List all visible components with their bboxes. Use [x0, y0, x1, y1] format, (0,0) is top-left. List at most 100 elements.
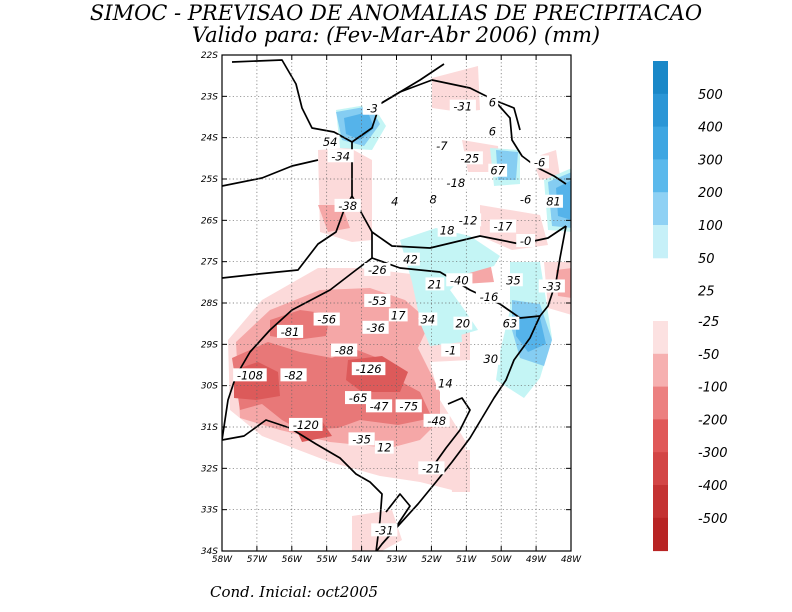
- contour-label: 67: [490, 164, 505, 178]
- border-lagoa-inner: [435, 397, 471, 463]
- contour-label: -25: [460, 151, 479, 165]
- contour-label: 6: [489, 96, 496, 110]
- border-sc-coast: [481, 225, 567, 419]
- contour-label-bg: [486, 124, 499, 138]
- contour-label: -21: [422, 461, 441, 475]
- colorbar-label-negative: -500: [698, 512, 728, 527]
- title-line-1: SIMOC - PREVISAO DE ANOMALIAS DE PRECIPI…: [90, 1, 702, 25]
- colorbar-segment-positive: [653, 61, 668, 95]
- colorbar-segment-negative: [653, 386, 668, 420]
- contour-label-bg: [331, 343, 358, 357]
- colorbar-segment-positive: [653, 93, 668, 128]
- lat-tick-label: 24S: [201, 134, 218, 144]
- colorbar-label-positive: 25: [698, 285, 715, 300]
- colorbar-segment-negative: [653, 419, 668, 453]
- lon-tick-label: 48W: [561, 555, 582, 565]
- contour-label: -108: [237, 368, 263, 382]
- colorbar-segment-positive: [653, 126, 668, 160]
- contour-label-bg: [530, 155, 549, 169]
- lat-tick-label: 31S: [201, 423, 218, 433]
- colorbar-legend: 500 400 300 200 100 50 25 -25 -50 -100 -200 -300 -40…: [653, 61, 728, 552]
- contour-label: 4: [391, 195, 398, 209]
- state-borders: [222, 59, 567, 551]
- lon-tick-label: 57W: [247, 555, 268, 565]
- shade-blue-nw: [344, 112, 374, 140]
- contour-label-bg: [389, 194, 401, 208]
- contour-label-bg: [348, 432, 375, 446]
- contour-label-bg: [425, 277, 445, 291]
- contour-label-bg: [365, 399, 393, 413]
- contour-label-bg: [345, 391, 372, 405]
- contour-label: -3: [366, 102, 377, 116]
- lat-tick-label: 26S: [201, 216, 218, 226]
- colorbar-label-negative: -50: [698, 348, 719, 363]
- contour-label: -38: [338, 199, 357, 213]
- contour-label: -120: [293, 418, 319, 432]
- contour-label-bg: [516, 192, 536, 206]
- contour-label: -82: [284, 368, 303, 382]
- contour-label-bg: [371, 523, 398, 537]
- contour-label: 81: [546, 195, 561, 209]
- contour-label-bg: [362, 101, 382, 115]
- contour-label-bg: [423, 413, 450, 427]
- border-west-nw: [222, 159, 319, 187]
- lon-tick-label: 56W: [282, 555, 303, 565]
- contour-label-bg: [500, 316, 520, 330]
- contour-label: 34: [421, 313, 436, 327]
- shade-blue-coast: [556, 180, 571, 220]
- border-uruguay: [222, 419, 383, 551]
- contour-label: -56: [317, 313, 336, 327]
- contour-label: 18: [440, 224, 455, 238]
- colorbar-segment-negative: [653, 353, 668, 388]
- contour-label: 30: [483, 352, 498, 366]
- contour-label-bg: [364, 293, 391, 307]
- contour-label-bg: [432, 138, 452, 152]
- contour-label-bg: [453, 316, 473, 330]
- contour-label: 14: [438, 377, 453, 391]
- contour-label: -88: [335, 344, 354, 358]
- contour-label-bg: [454, 213, 482, 227]
- lon-tick-label: 53W: [386, 555, 407, 565]
- contour-label-bg: [486, 95, 499, 109]
- title-line-2: Valido para: (Fev-Mar-Abr 2006) (mm): [192, 23, 600, 47]
- contour-label: -126: [356, 362, 382, 376]
- contour-label: -12: [459, 213, 478, 227]
- contour-label-bg: [280, 368, 307, 382]
- contour-label-bg: [435, 376, 455, 390]
- contour-label: -65: [349, 391, 368, 405]
- colorbar-label-positive: 200: [698, 186, 723, 201]
- lat-tick-label: 32S: [201, 464, 218, 474]
- contour-label-bg: [449, 99, 476, 113]
- contour-label-bg: [488, 163, 508, 177]
- contour-label-bg: [441, 343, 460, 357]
- contour-label-bg: [446, 273, 473, 287]
- contour-label-bg: [276, 324, 304, 338]
- contour-label: -18: [446, 176, 465, 190]
- contour-label-bg: [544, 194, 563, 208]
- colorbar-label-positive: 500: [698, 88, 723, 103]
- contour-label: 63: [503, 317, 518, 331]
- colorbar-label-negative: -200: [698, 413, 728, 428]
- contour-label: -26: [368, 263, 387, 277]
- colorbar-label-negative: -300: [698, 446, 728, 461]
- lat-tick-label: 28S: [201, 299, 218, 309]
- contour-label: -0: [520, 234, 531, 248]
- contour-label-bg: [362, 320, 389, 334]
- lon-tick-label: 58W: [212, 555, 233, 565]
- colorbar-segment-positive: [653, 225, 668, 259]
- contour-label: -33: [542, 279, 561, 293]
- contour-label: 17: [391, 308, 406, 322]
- contour-label-bg: [395, 399, 422, 413]
- contour-label-bg: [456, 151, 483, 165]
- contour-label-bg: [334, 198, 361, 212]
- colorbar-label-positive: 50: [698, 252, 715, 267]
- border-parana-north: [379, 79, 567, 185]
- contour-label-bg: [388, 308, 408, 322]
- contour-labels: -3 -31 6 6 54 -7 -34 -25 67 -6 -18 -6 81 4 8 -38 -12 -17 1…: [233, 95, 565, 537]
- colorbar-label-negative: -25: [698, 315, 719, 330]
- contour-label-bg: [233, 368, 267, 382]
- lon-tick-label: 49W: [526, 555, 547, 565]
- contour-label-bg: [427, 192, 439, 206]
- border-east-parana: [493, 99, 521, 131]
- contour-label: 12: [377, 441, 392, 455]
